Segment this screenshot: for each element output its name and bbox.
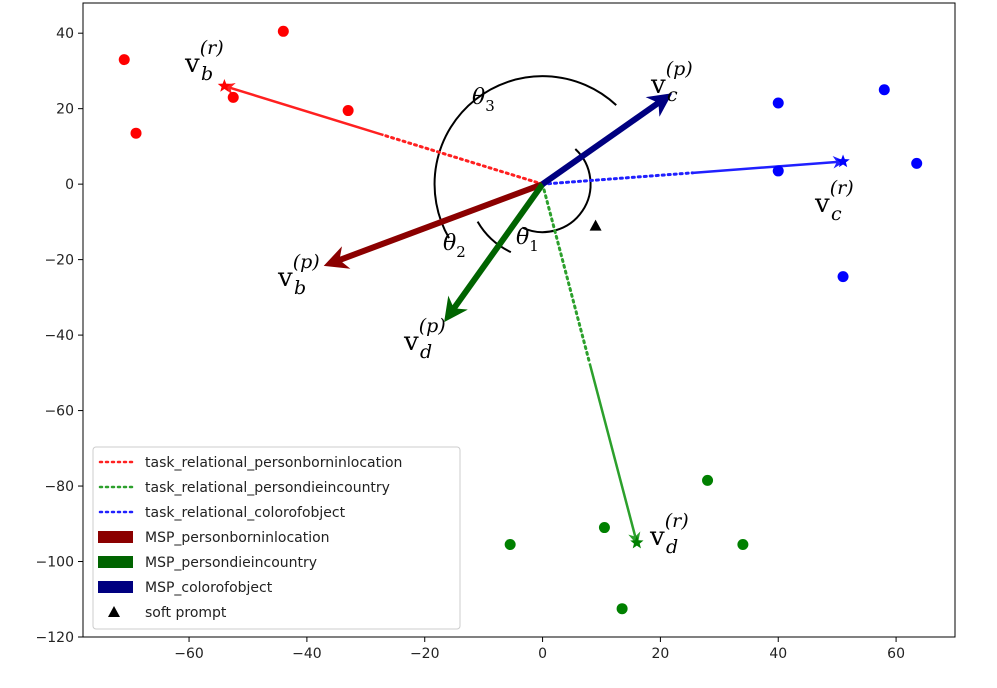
task-vector-solid: [222, 82, 384, 137]
scatter-point: [118, 54, 130, 66]
scatter-point: [837, 271, 849, 283]
theta1-arc: [521, 148, 592, 234]
msp-vector-arrow: [540, 93, 673, 187]
label-v-c-r: v(r) c: [814, 177, 854, 225]
y-tick-label: −40: [44, 328, 74, 344]
legend-label: task_relational_persondieincountry: [145, 480, 390, 496]
label-theta2: θ2: [443, 231, 466, 261]
y-tick-label: 20: [56, 102, 74, 118]
legend-label: MSP_colorofobject: [145, 580, 273, 596]
scatter-point: [737, 539, 749, 551]
y-tick-label: −100: [36, 555, 74, 571]
legend-swatch: [98, 531, 133, 543]
scatter-point: [616, 603, 628, 615]
label-v-b-p: v(p) b: [277, 251, 320, 299]
star-marker: [217, 79, 232, 92]
soft-prompt-marker: [589, 219, 602, 231]
x-tick-label: 0: [538, 646, 547, 662]
legend-label: MSP_personborninlocation: [145, 530, 330, 546]
y-tick-label: 40: [56, 26, 74, 42]
scatter-point: [911, 157, 923, 169]
theta2-arc: [476, 221, 512, 254]
angle-arcs: [433, 75, 617, 254]
x-tick-label: −40: [292, 646, 322, 662]
scatter-point: [702, 474, 714, 486]
x-tick-label: −20: [410, 646, 440, 662]
legend-label: task_relational_personborninlocation: [145, 455, 402, 471]
theta3-arc: [433, 75, 617, 239]
y-axis-ticks: 40 20 0 −20 −40 −60 −80 −100 −120: [36, 26, 83, 646]
scatter-point: [504, 539, 516, 551]
task-vector-dotted: [381, 133, 545, 186]
legend-swatch: [98, 581, 133, 593]
y-tick-label: −120: [36, 630, 74, 646]
arrows-layer: [222, 82, 846, 546]
msp-vector-arrow: [323, 181, 544, 269]
task-vector-solid: [692, 156, 846, 175]
legend-label: task_relational_colorofobject: [145, 505, 346, 521]
x-tick-label: 20: [651, 646, 669, 662]
legend: task_relational_personborninlocationtask…: [92, 446, 461, 630]
x-tick-label: 40: [769, 646, 787, 662]
label-v-b-r: v(r) b: [184, 37, 224, 85]
task-vector-solid: [588, 363, 641, 546]
legend-label: MSP_persondieincountry: [145, 555, 317, 571]
points-layer: [118, 25, 923, 615]
label-theta3: θ3: [472, 85, 495, 115]
stars-layer: [217, 79, 850, 549]
x-axis-ticks: −60 −40 −20 0 20 40 60: [174, 637, 905, 662]
scatter-point: [772, 97, 784, 109]
star-marker: [630, 535, 644, 549]
legend-box: [92, 446, 461, 630]
label-v-d-p: v(p) d: [403, 315, 446, 363]
legend-swatch: [98, 556, 133, 568]
y-tick-label: −60: [44, 404, 74, 420]
scatter-point: [772, 165, 784, 177]
vector-labels: v(r) b v(p) c v(r) c v(p) b v(p) d v(r) d θ3 θ2 θ1: [184, 37, 854, 558]
label-theta1: θ1: [516, 225, 539, 255]
task-vector-dotted: [541, 171, 695, 186]
legend-label: soft prompt: [145, 605, 227, 621]
x-tick-label: −60: [174, 646, 204, 662]
scatter-point: [227, 91, 239, 103]
y-tick-label: 0: [65, 177, 74, 193]
y-tick-label: −20: [44, 253, 74, 269]
y-tick-label: −80: [44, 479, 74, 495]
scatter-point: [277, 25, 289, 37]
scatter-point: [342, 105, 354, 117]
scatter-point: [878, 84, 890, 96]
star-marker: [836, 154, 850, 168]
msp-vector-arrow: [444, 182, 546, 323]
x-tick-label: 60: [887, 646, 905, 662]
scatter-point: [130, 127, 142, 139]
plot-frame: [82, 2, 956, 638]
task-vector-dotted: [541, 182, 592, 365]
legend-swatch: [108, 606, 120, 617]
scatter-point: [598, 522, 610, 534]
label-v-c-p: v(p) c: [650, 58, 693, 106]
label-v-d-r: v(r) d: [649, 510, 689, 558]
